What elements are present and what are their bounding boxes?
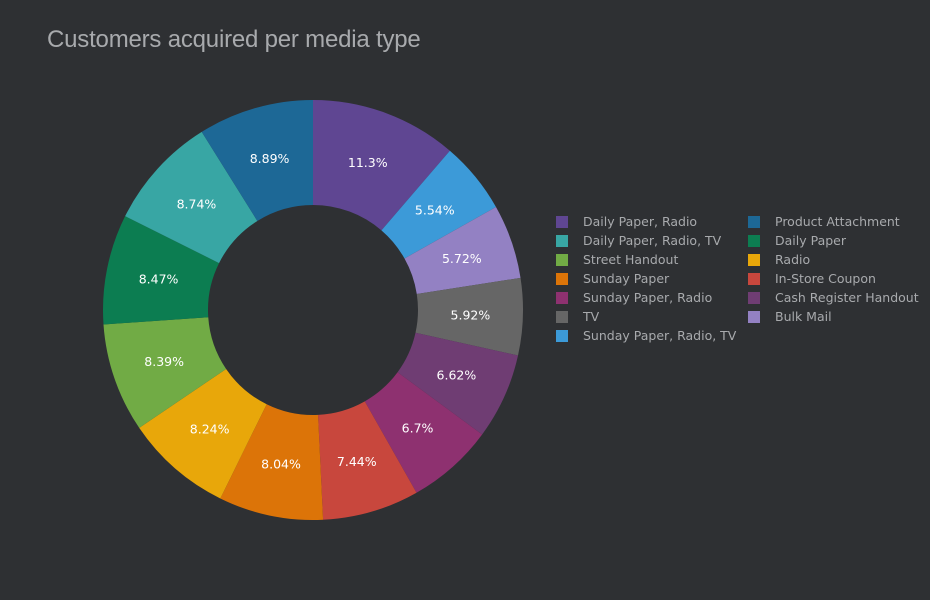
slice-daily-paper-radio[interactable] (313, 100, 450, 231)
slice-daily-paper[interactable] (103, 216, 220, 325)
legend-swatch (748, 215, 760, 228)
legend-swatch (556, 329, 568, 342)
legend-label: Daily Paper, Radio, TV (583, 233, 722, 248)
slice-label-radio: 8.24% (190, 421, 230, 436)
legend-item-sunday-paper-radio-tv[interactable]: Sunday Paper, Radio, TV (556, 328, 736, 343)
legend-label: In-Store Coupon (775, 271, 876, 286)
slice-label-daily-paper-radio-tv: 8.74% (177, 197, 217, 212)
slice-bulk-mail[interactable] (404, 206, 521, 294)
legend-swatch (748, 310, 760, 323)
legend-label: Radio (775, 252, 811, 267)
slice-sunday-paper-radio[interactable] (364, 372, 483, 493)
legend-swatch (556, 234, 568, 247)
slice-radio[interactable] (139, 368, 267, 499)
slice-label-tv: 5.92% (451, 308, 491, 323)
legend-item-street-handout[interactable]: Street Handout (556, 252, 678, 267)
legend-item-daily-paper-radio[interactable]: Daily Paper, Radio (556, 214, 697, 229)
legend-swatch (556, 310, 568, 323)
legend-label: Cash Register Handout (775, 290, 919, 305)
legend-swatch (748, 234, 760, 247)
slice-label-sunday-paper-radio-tv: 5.54% (415, 203, 455, 218)
slice-label-street-handout: 8.39% (144, 354, 184, 369)
legend-label: Sunday Paper, Radio, TV (583, 328, 737, 343)
legend-item-bulk-mail[interactable]: Bulk Mail (748, 309, 832, 324)
legend-item-sunday-paper[interactable]: Sunday Paper (556, 271, 669, 286)
legend-item-in-store-coupon[interactable]: In-Store Coupon (748, 271, 876, 286)
slice-label-cash-register-handout: 6.62% (437, 368, 477, 383)
legend-label: Bulk Mail (775, 309, 832, 324)
legend-item-sunday-paper-radio[interactable]: Sunday Paper, Radio (556, 290, 712, 305)
legend-item-daily-paper-radio-tv[interactable]: Daily Paper, Radio, TV (556, 233, 721, 248)
slice-product-attachment[interactable] (201, 100, 313, 221)
legend-label: Daily Paper (775, 233, 847, 248)
slice-tv[interactable] (415, 277, 523, 356)
legend-label: Sunday Paper (583, 271, 670, 286)
slice-cash-register-handout[interactable] (397, 332, 519, 435)
legend-item-tv[interactable]: TV (556, 309, 599, 324)
legend-swatch (556, 272, 568, 285)
legend-label: Sunday Paper, Radio (583, 290, 713, 305)
slice-in-store-coupon[interactable] (318, 401, 417, 520)
legend-swatch (556, 253, 568, 266)
slice-label-daily-paper-radio: 11.3% (348, 155, 388, 170)
legend-swatch (556, 215, 568, 228)
legend-label: Product Attachment (775, 214, 900, 229)
legend-swatch (748, 272, 760, 285)
legend-item-daily-paper[interactable]: Daily Paper (748, 233, 846, 248)
legend-item-cash-register-handout[interactable]: Cash Register Handout (748, 290, 919, 305)
slice-label-sunday-paper: 8.04% (261, 457, 301, 472)
legend-item-product-attachment[interactable]: Product Attachment (748, 214, 900, 229)
slice-daily-paper-radio-tv[interactable] (125, 131, 258, 264)
legend-label: Street Handout (583, 252, 679, 267)
slice-label-daily-paper: 8.47% (139, 272, 179, 287)
legend-swatch (556, 291, 568, 304)
legend-swatch (748, 291, 760, 304)
legend-swatch (748, 253, 760, 266)
legend-label: TV (583, 309, 600, 324)
slice-street-handout[interactable] (103, 317, 227, 428)
slice-sunday-paper-radio-tv[interactable] (381, 150, 496, 259)
legend-label: Daily Paper, Radio (583, 214, 698, 229)
slice-label-product-attachment: 8.89% (250, 151, 290, 166)
chart-title: Customers acquired per media type (47, 26, 421, 53)
legend-item-radio[interactable]: Radio (748, 252, 810, 267)
slice-label-sunday-paper-radio: 6.7% (402, 420, 434, 435)
slice-sunday-paper[interactable] (220, 404, 324, 521)
slice-label-bulk-mail: 5.72% (442, 251, 482, 266)
slice-label-in-store-coupon: 7.44% (337, 454, 377, 469)
